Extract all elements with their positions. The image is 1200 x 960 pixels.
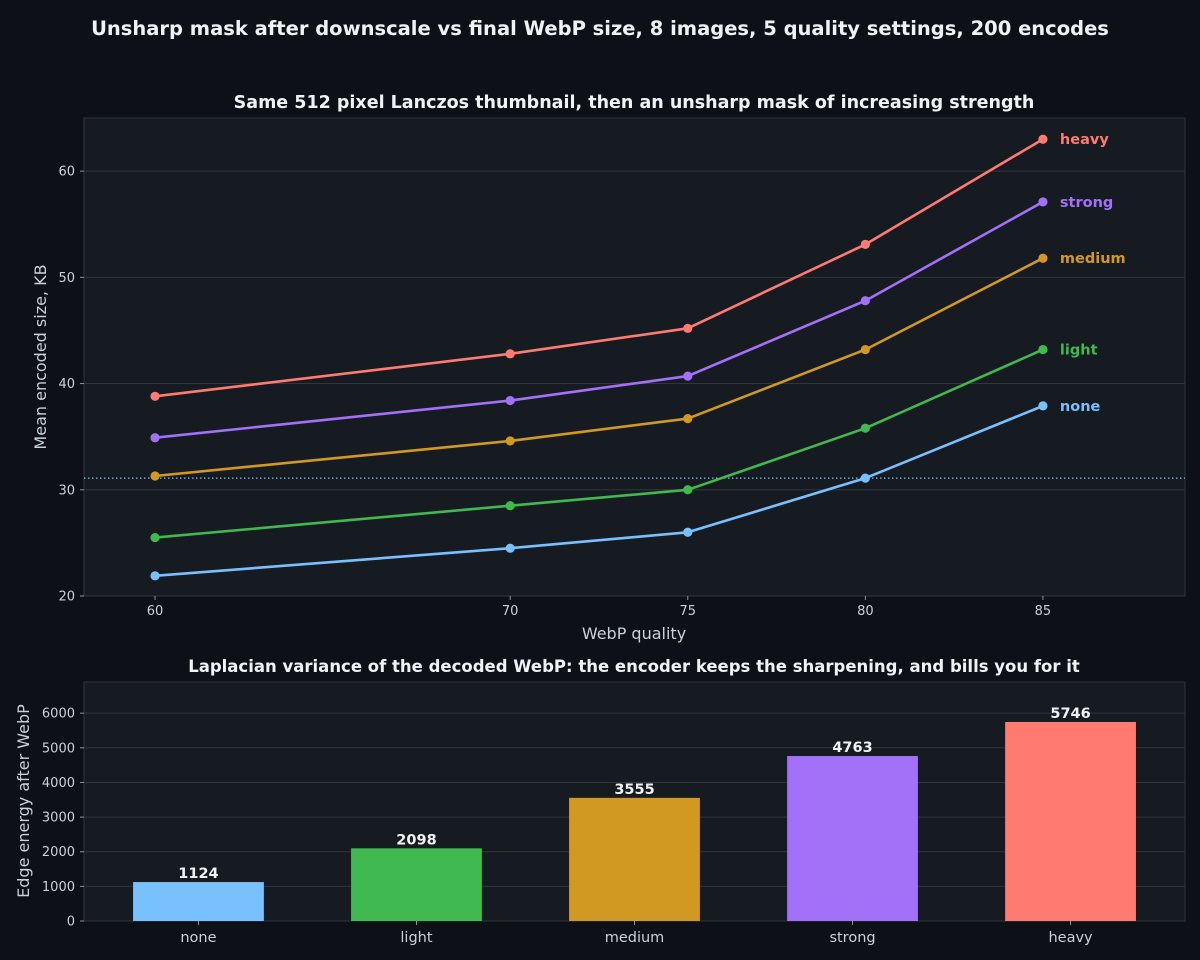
line-chart-series <box>150 134 1048 581</box>
bar-chart-x-tick-label: light <box>400 930 432 946</box>
data-point-light <box>683 485 693 495</box>
data-point-strong <box>683 371 693 381</box>
series-label-strong: strong <box>1060 195 1113 211</box>
line-chart-x-axis-label: WebP quality <box>582 624 686 643</box>
bar-value-label-heavy: 5746 <box>1050 706 1090 722</box>
bar-value-label-medium: 3555 <box>614 782 654 798</box>
bar-chart-y-tick-label: 6000 <box>42 707 75 722</box>
line-chart-x-ticks: 60 70 75 80 85 <box>147 596 1051 619</box>
data-point-none <box>860 473 870 483</box>
bar-chart-x-tick-label: heavy <box>1048 930 1093 946</box>
series-medium <box>150 253 1048 481</box>
line-chart-x-tick-label: 60 <box>147 604 164 619</box>
line-chart-x-tick-label: 70 <box>502 604 519 619</box>
series-strong <box>150 197 1048 443</box>
bar-medium <box>569 797 700 921</box>
line-chart-y-ticks: 20 30 40 50 60 <box>58 165 84 605</box>
line-chart-y-tick-label: 20 <box>58 590 75 605</box>
line-chart-series-labels: none light medium strong heavy <box>1060 132 1126 415</box>
data-point-none <box>1038 401 1048 411</box>
data-point-strong <box>1038 197 1048 207</box>
bar-chart: Laplacian variance of the decoded WebP: … <box>14 657 1186 946</box>
bar-chart-x-tick-label: strong <box>829 930 875 946</box>
data-point-heavy <box>683 323 693 333</box>
series-label-heavy: heavy <box>1060 132 1109 148</box>
bar-chart-y-axis-label: Edge energy after WebP <box>14 704 33 898</box>
bar-chart-y-tick-label: 0 <box>67 915 75 930</box>
line-chart-y-tick-label: 40 <box>58 377 75 392</box>
bar-chart-y-tick-label: 3000 <box>42 811 75 826</box>
bar-value-label-none: 1124 <box>178 866 218 882</box>
bar-chart-x-ticks: none light medium strong heavy <box>180 921 1093 946</box>
bar-chart-x-tick-label: medium <box>605 930 665 946</box>
data-point-heavy <box>1038 134 1048 144</box>
data-point-medium <box>683 414 693 424</box>
line-chart-x-tick-label: 85 <box>1035 604 1052 619</box>
data-point-none <box>683 527 693 537</box>
data-point-heavy <box>860 239 870 250</box>
bar-chart-y-tick-label: 2000 <box>42 845 75 860</box>
bar-chart-x-tick-label: none <box>180 930 216 946</box>
line-chart-x-tick-label: 75 <box>680 604 697 619</box>
bar-light <box>351 848 482 921</box>
bar-heavy <box>1005 721 1136 921</box>
data-point-heavy <box>150 391 160 401</box>
bar-chart-value-labels: 1124 2098 3555 4763 5746 <box>178 706 1090 882</box>
bar-none <box>133 882 264 921</box>
line-chart-y-tick-label: 30 <box>58 483 75 498</box>
bar-strong <box>787 756 918 921</box>
data-point-medium <box>1038 253 1048 263</box>
line-chart-plot-area <box>83 117 1186 597</box>
bar-value-label-light: 2098 <box>396 832 436 848</box>
bar-chart-y-ticks: 0 1000 2000 3000 4000 5000 6000 <box>42 707 84 930</box>
data-point-medium <box>150 471 160 481</box>
bar-value-label-strong: 4763 <box>832 740 872 756</box>
data-point-strong <box>150 433 160 443</box>
series-none <box>150 401 1048 581</box>
data-point-light <box>1038 344 1048 355</box>
bar-chart-bars <box>133 721 1136 921</box>
data-point-none <box>150 571 160 581</box>
bar-chart-y-tick-label: 4000 <box>42 776 75 791</box>
series-heavy <box>150 134 1048 401</box>
data-point-none <box>505 543 515 553</box>
data-point-medium <box>505 436 515 446</box>
figure-title: Unsharp mask after downscale vs final We… <box>91 17 1109 40</box>
series-light <box>150 344 1048 543</box>
line-chart-y-tick-label: 60 <box>58 165 75 180</box>
bar-chart-title: Laplacian variance of the decoded WebP: … <box>188 657 1080 676</box>
series-label-light: light <box>1060 343 1098 359</box>
data-point-strong <box>860 296 870 306</box>
data-point-strong <box>505 395 515 406</box>
line-chart: Same 512 pixel Lanczos thumbnail, then a… <box>31 93 1186 643</box>
bar-chart-y-tick-label: 1000 <box>42 880 75 895</box>
data-point-heavy <box>505 349 515 359</box>
series-label-none: none <box>1060 399 1101 415</box>
bar-chart-y-tick-label: 5000 <box>42 741 75 756</box>
data-point-light <box>150 532 160 543</box>
data-point-light <box>860 423 870 433</box>
data-point-light <box>505 501 515 511</box>
data-point-medium <box>860 344 870 355</box>
line-chart-x-tick-label: 80 <box>857 604 874 619</box>
series-label-medium: medium <box>1060 251 1126 267</box>
line-chart-y-tick-label: 50 <box>58 271 75 286</box>
line-chart-y-axis-label: Mean encoded size, KB <box>31 264 50 449</box>
line-chart-title: Same 512 pixel Lanczos thumbnail, then a… <box>234 93 1035 113</box>
